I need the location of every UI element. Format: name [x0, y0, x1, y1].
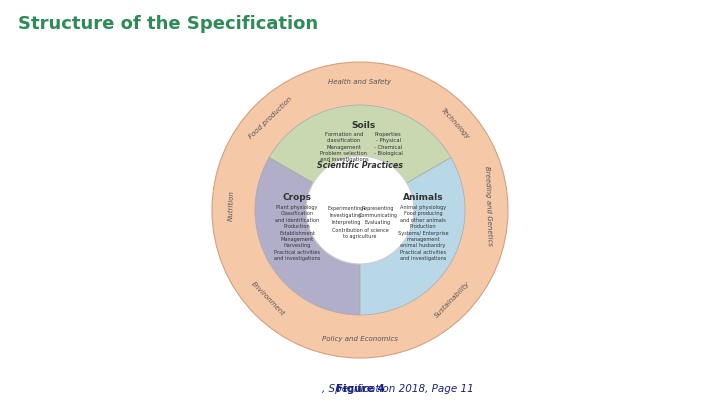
Text: Policy and Economics: Policy and Economics — [322, 335, 398, 341]
Text: Sustainability: Sustainability — [433, 280, 471, 319]
Text: Nutrition: Nutrition — [228, 190, 235, 221]
Wedge shape — [360, 158, 465, 315]
Text: Animals: Animals — [402, 193, 444, 202]
Text: Food production: Food production — [248, 96, 294, 140]
Text: Experimenting
Investigating
Interpreting: Experimenting Investigating Interpreting — [328, 206, 364, 225]
Text: Figure 4: Figure 4 — [336, 384, 384, 394]
Wedge shape — [269, 105, 451, 210]
Wedge shape — [255, 158, 360, 315]
Text: Health and Safety: Health and Safety — [328, 79, 392, 85]
Circle shape — [306, 156, 414, 264]
Text: Contribution of science
to agriculture: Contribution of science to agriculture — [332, 228, 388, 239]
Text: Structure of the Specification: Structure of the Specification — [18, 15, 318, 33]
Text: Animal physiology
Food producing
and other animals
Production
Systems/ Enterpris: Animal physiology Food producing and oth… — [397, 205, 449, 261]
Text: Breeding and Genetics: Breeding and Genetics — [484, 165, 493, 245]
Text: Crops: Crops — [282, 193, 312, 202]
Text: Technology: Technology — [440, 107, 471, 141]
Text: Scientific Practices: Scientific Practices — [317, 161, 403, 170]
Text: Soils: Soils — [351, 121, 375, 130]
Text: Representing
Communicating
Evaluating: Representing Communicating Evaluating — [359, 206, 397, 225]
Text: Plant physiology
Classification
and identification
Production
Establishment
Mana: Plant physiology Classification and iden… — [274, 205, 320, 261]
Text: Properties
- Physical
- Chemical
- Biological: Properties - Physical - Chemical - Biolo… — [374, 132, 402, 156]
Text: Formation and
classification
Management
Problem selection
and investigations: Formation and classification Management … — [320, 132, 369, 162]
Text: , Specification 2018, Page 11: , Specification 2018, Page 11 — [322, 384, 474, 394]
Circle shape — [212, 62, 508, 358]
Text: Environment: Environment — [250, 281, 285, 318]
